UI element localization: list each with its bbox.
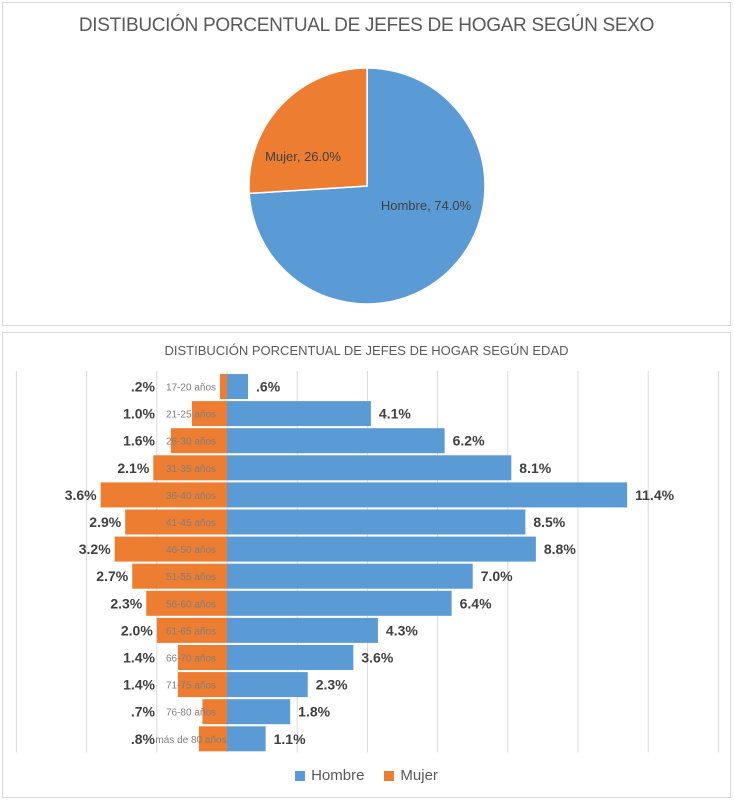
category-label: 66-70 años <box>166 654 216 665</box>
bar-mujer <box>114 536 227 562</box>
category-label: 31-35 años <box>166 464 216 475</box>
value-label-hombre: 4.3% <box>386 622 418 638</box>
category-label: más de 80 años <box>155 735 226 746</box>
pie-chart: Hombre, 74.0% Mujer, 26.0% <box>248 67 486 305</box>
bar-mujer <box>153 455 227 481</box>
bar-hombre <box>227 428 445 454</box>
bar-hombre <box>227 536 536 562</box>
value-label-mujer: .7% <box>131 704 156 720</box>
legend-swatch-mujer <box>384 771 395 782</box>
bar-hombre <box>227 726 266 752</box>
bar-mujer <box>219 374 227 399</box>
value-label-mujer: 2.3% <box>110 595 142 611</box>
bar-hombre <box>227 482 628 508</box>
category-label: 71-75 años <box>166 681 216 692</box>
category-label: 41-45 años <box>166 518 216 529</box>
category-label: 21-25 años <box>166 410 216 421</box>
legend-item-mujer: Mujer <box>384 767 438 784</box>
value-label-hombre: 4.1% <box>379 406 411 422</box>
legend-label-hombre: Hombre <box>311 767 365 784</box>
value-label-mujer: 1.4% <box>123 650 155 666</box>
bar-hombre <box>227 699 291 725</box>
legend-swatch-hombre <box>295 771 306 782</box>
value-label-hombre: 3.6% <box>361 650 393 666</box>
pie-slice-mujer <box>248 67 368 195</box>
age-distribution-chart: DISTIBUCIÓN PORCENTUAL DE JEFES DE HOGAR… <box>2 332 731 798</box>
value-label-hombre: 1.1% <box>274 731 306 747</box>
bar-mujer <box>156 617 227 643</box>
value-label-hombre: 6.2% <box>453 433 485 449</box>
category-label: 46-50 años <box>166 545 216 556</box>
value-label-mujer: 2.7% <box>96 568 128 584</box>
value-label-mujer: 3.6% <box>65 487 97 503</box>
value-label-hombre: 7.0% <box>481 568 513 584</box>
category-label: 76-80 años <box>166 708 216 719</box>
legend-item-hombre: Hombre <box>295 767 364 784</box>
category-label: 61-65 años <box>166 626 216 637</box>
bar-hombre <box>227 455 512 481</box>
category-label: 56-60 años <box>166 599 216 610</box>
value-label-hombre: 1.8% <box>298 704 330 720</box>
bar-mujer <box>177 672 227 698</box>
bar-hombre <box>227 617 378 643</box>
bar-mujer <box>177 645 227 670</box>
bar-mujer <box>125 509 227 535</box>
bar-mujer <box>100 482 227 508</box>
value-label-mujer: 1.4% <box>123 677 155 693</box>
value-label-mujer: .2% <box>131 379 156 395</box>
value-label-mujer: 1.6% <box>123 433 155 449</box>
pie-chart-title: DISTIBUCIÓN PORCENTUAL DE JEFES DE HOGAR… <box>78 15 655 36</box>
value-label-hombre: 11.4% <box>635 487 674 503</box>
bar-hombre <box>227 509 526 535</box>
value-label-hombre: .6% <box>256 379 281 395</box>
bar-mujer <box>132 563 227 589</box>
pyramid-chart: .6% .2% 17-20 años 4.1% 1.0% 21-25 años 6.2% 1.… <box>15 371 719 753</box>
value-label-hombre: 8.1% <box>519 460 551 476</box>
value-label-mujer: 2.9% <box>89 514 121 530</box>
category-label: 36-40 años <box>166 491 216 502</box>
category-label: 17-20 años <box>166 383 216 394</box>
value-label-mujer: 2.1% <box>117 460 149 476</box>
pie-label-mujer: Mujer, 26.0% <box>265 149 341 164</box>
value-label-hombre: 8.8% <box>544 541 576 557</box>
sex-distribution-chart: DISTIBUCIÓN PORCENTUAL DE JEFES DE HOGAR… <box>2 2 731 326</box>
value-label-mujer: .8% <box>131 731 156 747</box>
value-label-hombre: 6.4% <box>460 595 492 611</box>
value-label-hombre: 8.5% <box>533 514 565 530</box>
value-label-hombre: 2.3% <box>316 677 348 693</box>
bar-hombre <box>227 672 308 698</box>
bar-mujer <box>198 726 227 752</box>
legend: Hombre Mujer <box>3 767 730 784</box>
bar-mujer <box>146 590 227 616</box>
bar-hombre <box>227 374 249 399</box>
pie-label-hombre: Hombre, 74.0% <box>381 198 472 213</box>
category-label: 26-30 años <box>166 437 216 448</box>
bar-hombre <box>227 590 452 616</box>
category-label: 51-55 años <box>166 572 216 583</box>
bar-hombre <box>227 401 371 427</box>
bar-mujer <box>170 428 227 454</box>
value-label-mujer: 2.0% <box>121 622 153 638</box>
bar-mujer <box>191 401 227 427</box>
value-label-mujer: 3.2% <box>79 541 111 557</box>
bar-hombre <box>227 563 473 589</box>
bar-mujer <box>202 699 227 725</box>
value-label-mujer: 1.0% <box>123 406 155 422</box>
legend-label-mujer: Mujer <box>400 767 438 784</box>
pyramid-chart-title: DISTIBUCIÓN PORCENTUAL DE JEFES DE HOGAR… <box>164 343 569 358</box>
bar-hombre <box>227 645 354 670</box>
